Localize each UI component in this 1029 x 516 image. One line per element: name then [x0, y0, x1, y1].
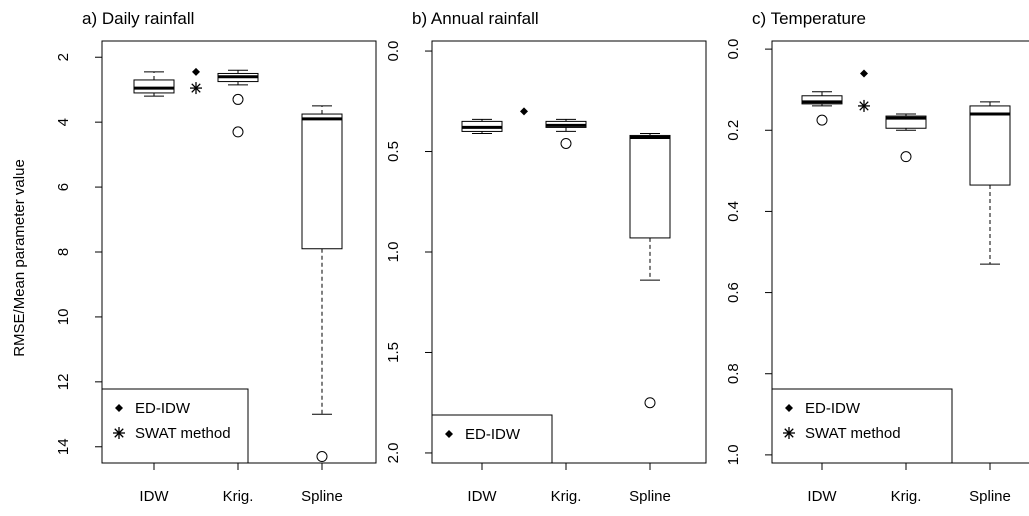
category-label: Krig.: [891, 488, 922, 505]
ed-idw-marker: [192, 67, 200, 76]
box-idw: [801, 91, 843, 126]
legend-label: SWAT method: [805, 425, 901, 442]
outlier-point: [316, 451, 328, 463]
box-spline: [969, 101, 1011, 265]
y-tick-label: 2: [55, 53, 72, 61]
swat-method-marker: [783, 427, 795, 439]
legend-label: ED-IDW: [805, 400, 861, 417]
legend-frame: [431, 414, 553, 464]
outlier-point: [560, 137, 572, 149]
outlier-point: [900, 151, 912, 163]
y-tick-label: 2.0: [385, 443, 402, 464]
y-tick-label: 0.2: [725, 120, 742, 141]
box-idw: [133, 71, 175, 97]
panel-temperature: c) Temperature 0.0 0.2 0.4 0.6 0.8 1.0 IDW Krig…: [725, 9, 1029, 505]
box-iqr: [969, 105, 1011, 186]
y-tick-label: 4: [55, 118, 72, 126]
y-tick-label: 0.0: [385, 41, 402, 62]
box-iqr: [301, 113, 343, 250]
ed-idw-marker: [860, 69, 868, 78]
box-krig: [545, 118, 587, 149]
ed-idw-marker: [445, 430, 453, 438]
y-tick-label: 0.8: [725, 363, 742, 384]
ed-idw-marker: [520, 107, 528, 116]
panel-annual-rainfall: b) Annual rainfall 0.0 0.5 1.0 1.5 2.0 IDW Kri…: [385, 9, 707, 505]
y-tick-label: 1.0: [385, 242, 402, 263]
legend-label: ED-IDW: [135, 400, 191, 417]
legend: ED-IDW: [431, 414, 553, 464]
category-label: Spline: [629, 488, 671, 505]
y-tick-label: 12: [55, 374, 72, 391]
panel-title: c) Temperature: [752, 9, 866, 28]
box-idw: [461, 118, 503, 134]
category-label: IDW: [467, 488, 497, 505]
category-label: Krig.: [551, 488, 582, 505]
box-krig: [885, 113, 927, 163]
y-tick-label: 0.4: [725, 201, 742, 222]
outlier-point: [644, 397, 656, 409]
box-iqr: [801, 95, 843, 105]
y-tick-label: 1.0: [725, 444, 742, 465]
ed-idw-marker: [785, 404, 793, 412]
outlier-point: [232, 93, 244, 105]
y-tick-label: 1.5: [385, 342, 402, 363]
outlier-point: [816, 114, 828, 126]
y-tick-label: 10: [55, 309, 72, 326]
y-tick-label: 14: [55, 438, 72, 455]
plot-frame: [431, 40, 707, 464]
panel-title: b) Annual rainfall: [412, 9, 539, 28]
swat-method-marker: [113, 427, 125, 439]
legend-label: SWAT method: [135, 425, 231, 442]
legend: ED-IDW SWAT method: [771, 388, 953, 464]
panel-daily-rainfall: a) Daily rainfall 2 4 6 8 10 12 14 IDW Krig. Spli…: [55, 9, 377, 505]
y-tick-label: 0.6: [725, 282, 742, 303]
category-label: Spline: [969, 488, 1011, 505]
y-tick-label: 8: [55, 248, 72, 256]
y-axis-label: RMSE/Mean parameter value: [11, 159, 28, 357]
box-iqr: [629, 134, 671, 239]
y-tick-label: 0.5: [385, 141, 402, 162]
legend-label: ED-IDW: [465, 426, 521, 443]
box-krig: [217, 69, 259, 138]
panel-title: a) Daily rainfall: [82, 9, 194, 28]
y-tick-label: 0.0: [725, 39, 742, 60]
ed-idw-marker: [115, 404, 123, 412]
box-spline: [629, 132, 671, 409]
outlier-point: [232, 126, 244, 138]
legend: ED-IDW SWAT method: [101, 388, 249, 464]
legend-frame: [771, 388, 953, 464]
box-iqr: [133, 79, 175, 94]
box-spline: [301, 105, 343, 463]
legend-frame: [101, 388, 249, 464]
swat-method-marker: [190, 82, 202, 95]
swat-method-marker: [858, 99, 870, 112]
category-label: Spline: [301, 488, 343, 505]
category-label: IDW: [807, 488, 837, 505]
y-tick-label: 6: [55, 183, 72, 191]
category-label: Krig.: [223, 488, 254, 505]
category-label: IDW: [139, 488, 169, 505]
